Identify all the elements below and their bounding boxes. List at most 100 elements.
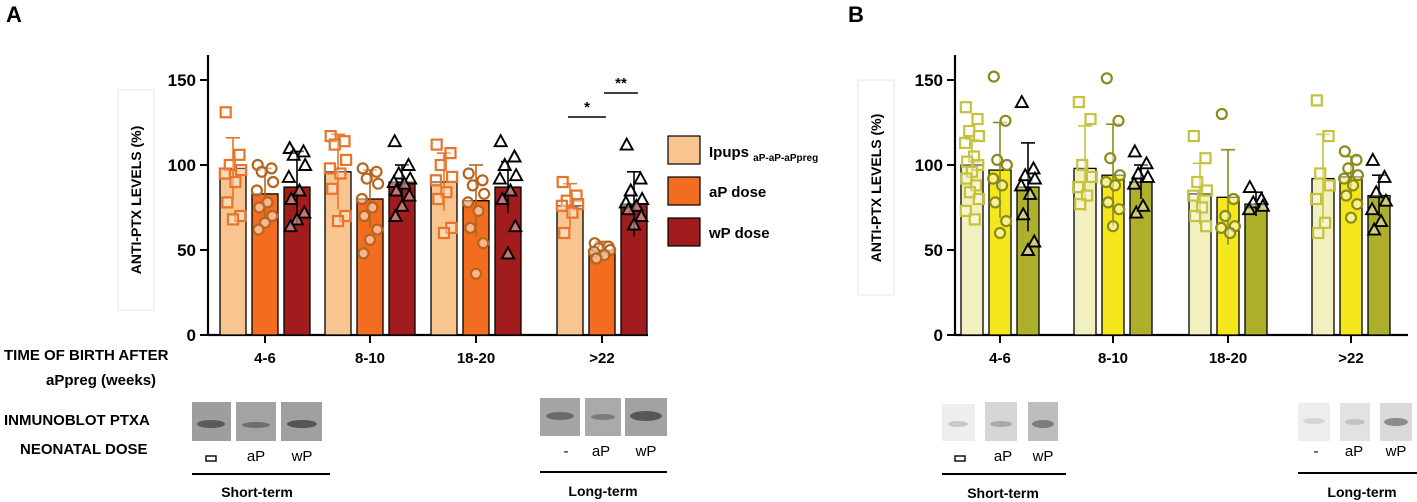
panel-a-point-ap-dose-4-6-2 [255,165,268,178]
panel-a-point-ap-dose-4-6-7 [266,209,279,223]
y-axis-title-b: ANTI-PTX LEVELS (%) [857,79,895,296]
panel-a-point-wp-dose-18-20-3 [508,167,524,182]
panel-a-point-ipups-ap-ap-appreg-4-6-3 [235,164,248,177]
panel-a-point-wp-dose-4-6-8 [289,211,305,226]
panel-b-point-series-2-8-10-2 [1104,152,1117,165]
blot-a-short: aP wP Short-term [192,402,330,500]
panel-a-point-ipups-ap-ap-appreg-18-20-8 [437,226,451,240]
panel-b-point-series-1-4-6-9 [960,172,973,185]
panel-a-point-wp-dose-4-6-6 [283,191,299,205]
panel-b-point-series-1-4-6-2 [963,124,976,138]
legend-swatch-ipups [667,135,701,165]
blot-b-long-band-2 [1345,419,1365,425]
panel-b-point-series-1-18-20-3 [1200,184,1213,197]
panel-a-point-ipups-ap-ap-appreg-18-20-1 [444,147,457,160]
panel-a-point-ipups-ap-ap-appreg-4-6-1 [233,148,246,161]
blot-b-short-band-3 [1032,420,1054,428]
blot-b-long-label-ap: aP [1345,443,1363,460]
panel-a-point-ap-dose-22-6 [590,252,603,265]
panel-a-point-ipups-ap-ap-appreg-4-6-7 [234,209,247,223]
panel-a-point-wp-dose-18-20-2 [497,157,513,171]
panel-b-point-series-2-18-20-4 [1215,221,1228,234]
panel-b-point-series-1-4-6-6 [961,155,974,168]
panel-b-x-tick-label-8-10: 8-10 [1098,350,1128,367]
panel-a-point-ipups-ap-ap-appreg-4-6-6 [221,196,234,209]
panel-b-point-series-1-18-20-2 [1191,175,1204,189]
panel-a-point-ap-dose-8-10-9 [357,247,370,260]
panel-a-point-ap-dose-8-10-5 [366,201,379,214]
panel-b-point-series-1-4-6-13 [959,204,972,217]
panel-a-point-wp-dose-4-6-9 [282,218,299,233]
panel-a-y-tick-label-50: 50 [177,241,196,260]
panel-b-point-series-1-22-2 [1314,167,1327,180]
panel-a-point-wp-dose-22-6 [620,201,636,216]
panel-a-point-wp-dose-8-10-6 [388,182,404,197]
panel-a-point-ipups-ap-ap-appreg-4-6-4 [218,167,231,180]
panel-a-point-wp-dose-8-10-9 [387,208,404,222]
panel-b-point-series-1-4-6-0 [959,101,972,114]
blot-a-long: - aP wP Long-term [540,398,667,499]
panel-b-point-series-2-22-0 [1338,145,1351,158]
panel-b-point-series-2-18-20-5 [1223,226,1237,240]
panel-a-x-tick-label-18-20: 18-20 [457,350,495,367]
panel-b-point-series-3-8-10-5 [1135,197,1151,212]
panel-b-point-series-1-18-20-6 [1189,209,1202,223]
blot-b-short-label-wp: wP [1032,448,1054,465]
panel-b-y-tick-label-150: 150 [915,71,943,90]
panel-b-point-series-1-4-6-1 [971,112,984,126]
panel-b-point-series-3-8-10-4 [1126,175,1142,190]
panel-b-point-series-1-8-10-1 [1084,112,1097,126]
y-axis-title-a-text: ANTI-PTX LEVELS (%) [128,126,144,275]
panel-a-point-ap-dose-8-10-0 [356,162,369,175]
panel-b-point-series-2-8-10-6 [1102,196,1115,209]
panel-a-point-wp-dose-18-20-1 [506,148,523,163]
panel-b-point-series-1-22-3 [1323,179,1336,192]
panel-b-y-tick-label-100: 100 [915,156,943,175]
panel-a-point-wp-dose-4-6-4 [281,168,297,183]
panel-a-point-ap-dose-18-20-1 [476,174,489,187]
panel-b-point-series-2-22-1 [1350,153,1363,166]
panel-b-point-series-3-4-6-3 [1027,170,1043,185]
panel-b-point-series-2-22-6 [1340,189,1353,202]
panel-b-point-series-3-4-6-8 [1020,242,1036,256]
panel-a-point-wp-dose-22-7 [633,208,649,222]
blot-b-long-label-neg: - [1314,443,1319,460]
panel-b-point-series-3-22-3 [1378,192,1394,207]
panel-b-point-series-3-22-2 [1368,184,1384,199]
panel-a-point-ipups-ap-ap-appreg-4-6-5 [229,175,242,189]
panel-b-point-series-3-4-6-2 [1017,167,1033,182]
panel-a-point-wp-dose-18-20-5 [502,182,519,197]
panel-b-point-series-3-8-10-1 [1138,155,1155,170]
panel-b-point-series-1-18-20-5 [1195,201,1209,214]
panel-a-point-wp-dose-22-0 [619,136,635,151]
blot-a-short-label-ap: aP [247,448,265,465]
legend-label-ap: aP dose [709,184,766,201]
panel-a-point-wp-dose-4-6-5 [291,182,308,197]
panel-a-point-ap-dose-8-10-2 [360,172,373,185]
panel-a-point-ipups-ap-ap-appreg-8-10-8 [331,215,345,228]
panel-b-point-series-1-8-10-5 [1080,189,1094,202]
panel-b-point-series-3-22-4 [1364,201,1380,216]
panel-a-point-wp-dose-22-5 [628,197,645,212]
panel-a-point-ap-dose-18-20-0 [462,167,475,180]
blot-a-long-band-3 [630,411,662,421]
panel-a-point-ap-dose-4-6-9 [252,223,265,236]
blot-a-long-band-1 [546,412,574,420]
panel-b-point-series-3-8-10-2 [1130,165,1146,180]
panel-b-point-series-2-4-6-6 [989,196,1002,209]
panel-b-point-series-2-22-3 [1351,169,1364,182]
panel-a-point-ipups-ap-ap-appreg-22-0 [556,175,569,189]
neonatal-dose-label: NEONATAL DOSE [20,441,148,458]
panel-a-point-wp-dose-22-1 [632,170,649,185]
panel-b-point-series-1-8-10-6 [1074,198,1087,211]
panel-b-point-series-1-8-10-4 [1072,181,1085,194]
panel-a-point-wp-dose-8-10-8 [394,197,410,212]
panel-b-point-series-1-18-20-0 [1187,130,1200,143]
panel-a-point-ap-dose-8-10-7 [371,223,384,236]
panel-b-point-series-2-22-2 [1342,162,1355,175]
sig-aP-vs-wP-text: ** [615,75,627,92]
y-axis-title-b-text: ANTI-PTX LEVELS (%) [868,114,884,263]
panel-b-point-series-3-8-10-6 [1128,204,1144,219]
panel-b-point-series-2-8-10-5 [1108,179,1122,192]
panel-b-point-series-3-18-20-0 [1242,179,1258,194]
